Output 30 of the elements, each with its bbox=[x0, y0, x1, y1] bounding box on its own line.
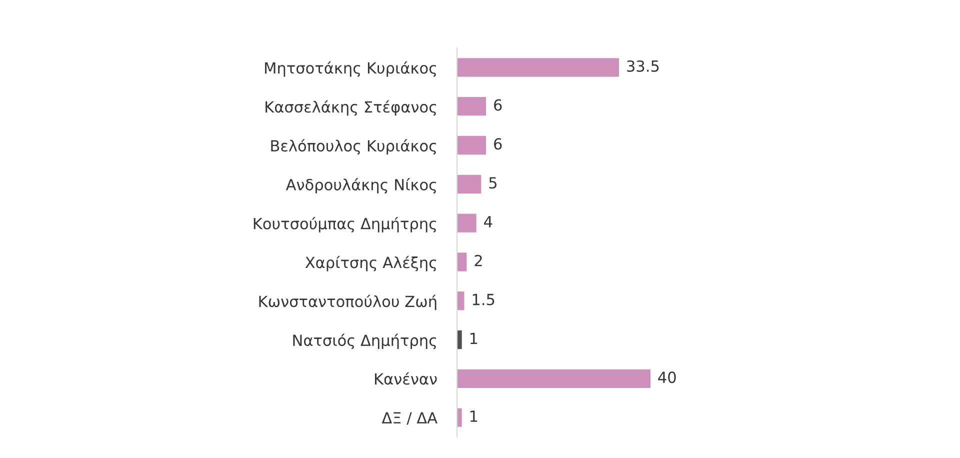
y-tick-label: Νατσιός Δημήτρης bbox=[293, 334, 436, 350]
data-label: 6 bbox=[494, 99, 502, 111]
bar bbox=[457, 252, 467, 272]
bar bbox=[457, 408, 462, 427]
y-tick-label: Κωνσταντοπούλου Ζωή bbox=[259, 294, 436, 310]
bar bbox=[457, 136, 486, 155]
bar bbox=[457, 214, 476, 232]
bar bbox=[457, 292, 464, 310]
data-label: 1 bbox=[470, 410, 478, 422]
y-tick-label: ΔΞ / ΔΑ bbox=[382, 412, 438, 425]
bar bbox=[457, 58, 620, 77]
y-tick-label: Κουτσούμπας Δημήτρης bbox=[254, 216, 436, 232]
data-label: 6 bbox=[494, 138, 502, 150]
y-tick-label: Κασσελάκης Στέφανος bbox=[266, 100, 436, 116]
bar bbox=[457, 174, 482, 194]
data-label: 4 bbox=[484, 216, 492, 228]
y-tick-label: Μητσοτάκης Κυριάκος bbox=[265, 61, 436, 77]
data-label: 1.5 bbox=[472, 294, 494, 306]
bar bbox=[457, 369, 650, 388]
y-tick-label: Ανδρουλάκης Νίκος bbox=[286, 178, 436, 194]
y-tick-label: Βελόπουλος Κυριάκος bbox=[271, 139, 436, 155]
y-tick-label: Κανέναν bbox=[375, 372, 437, 385]
bar bbox=[457, 97, 486, 116]
data-label: 40 bbox=[658, 372, 676, 384]
data-label: 1 bbox=[470, 332, 478, 344]
data-label: 33.5 bbox=[627, 60, 659, 72]
data-label: 5 bbox=[489, 177, 497, 189]
bar bbox=[457, 330, 462, 350]
data-label: 2 bbox=[474, 254, 482, 266]
y-tick-label: Χαρίτσης Αλέξης bbox=[305, 256, 436, 272]
